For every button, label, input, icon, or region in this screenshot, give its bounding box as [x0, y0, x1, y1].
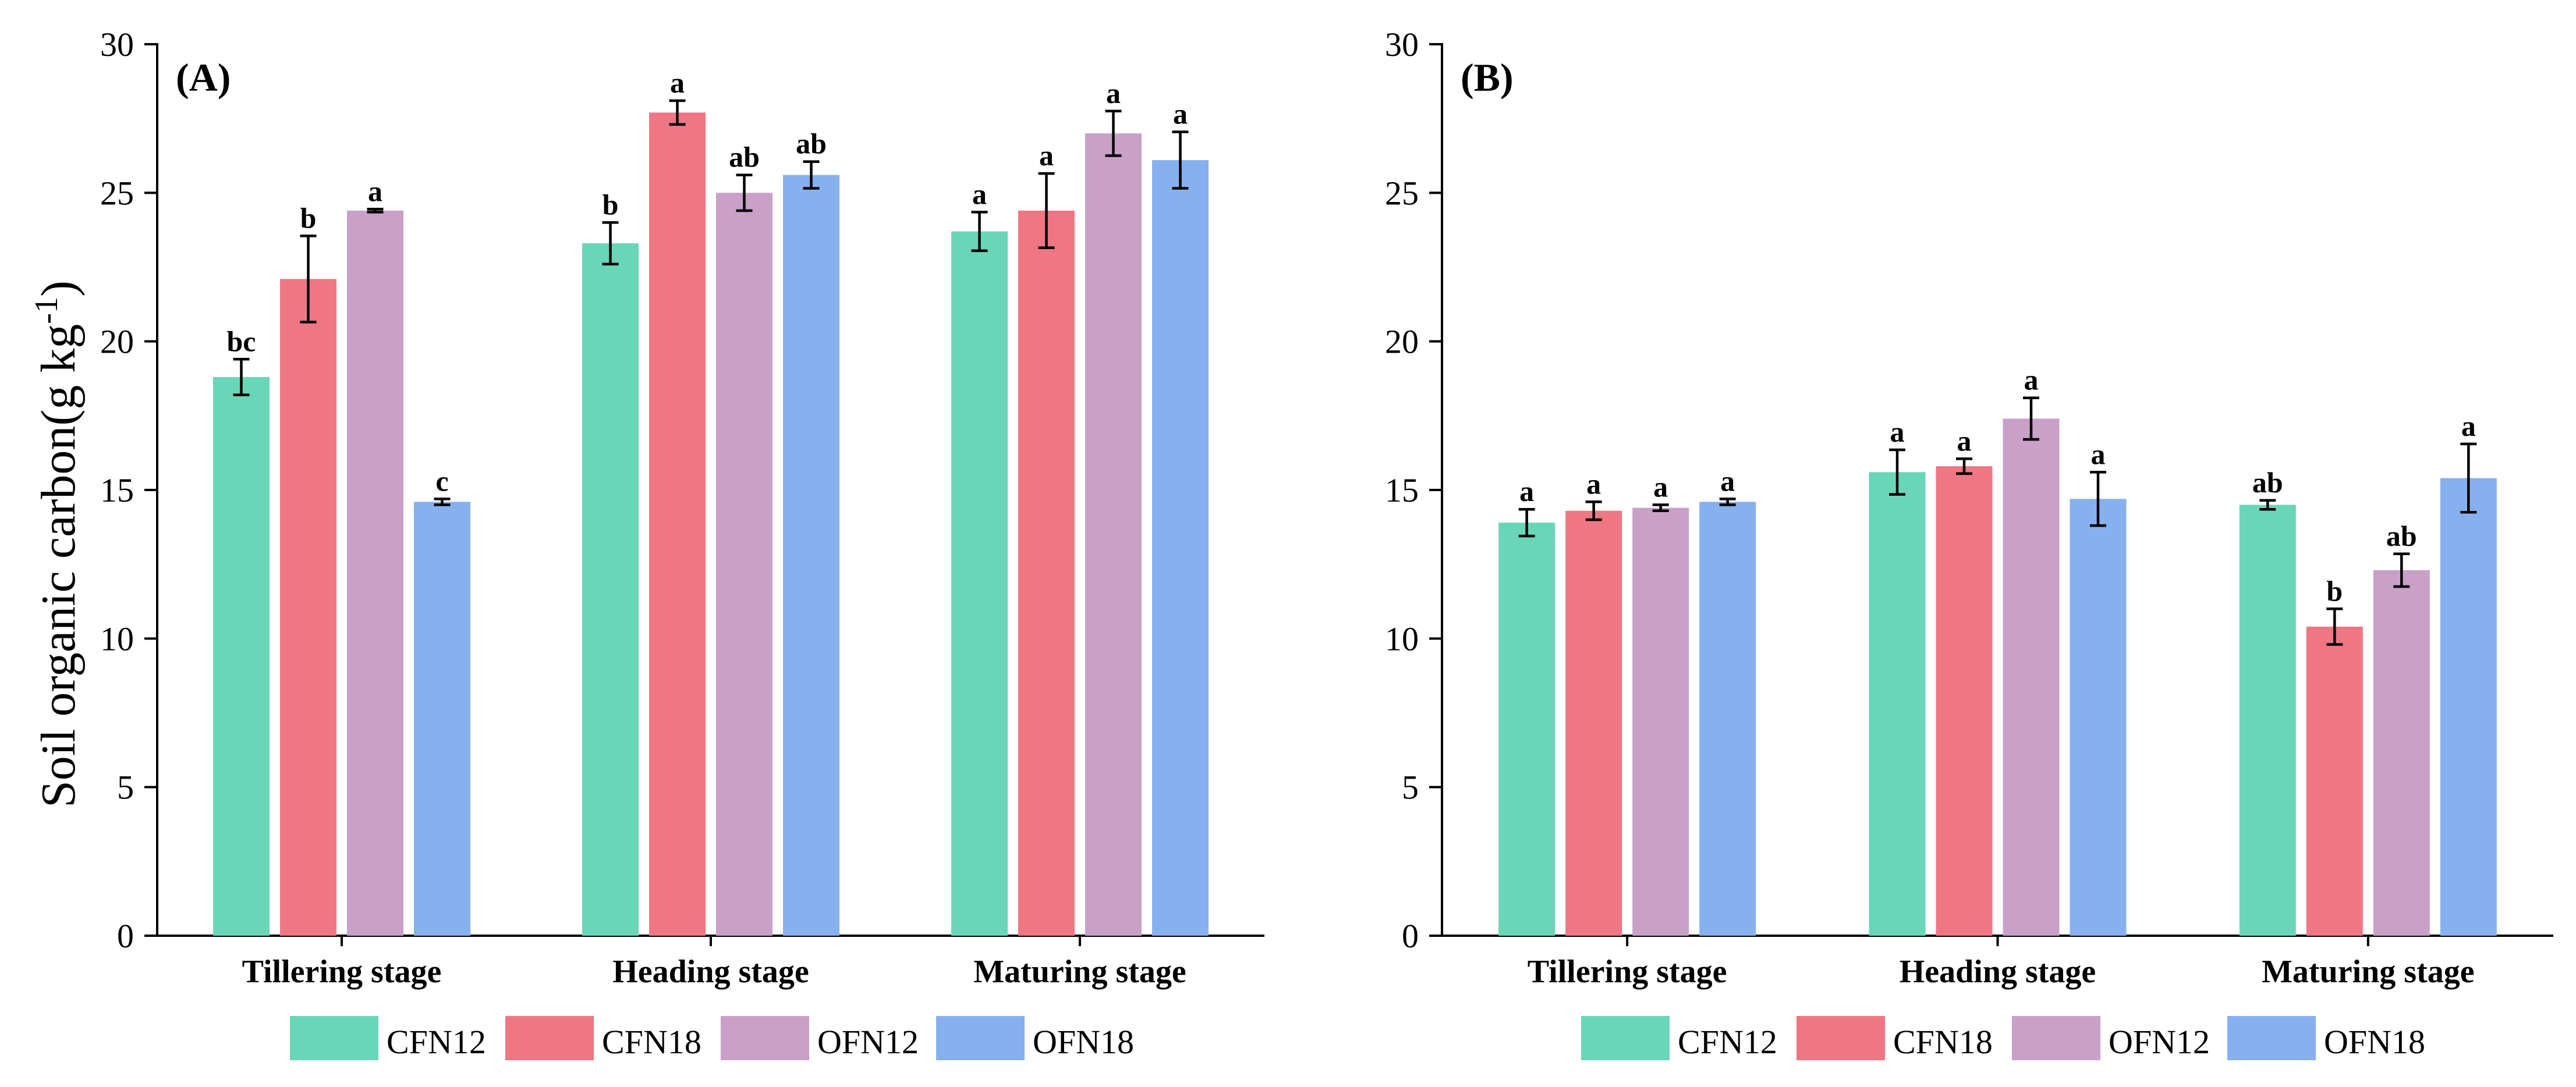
- legend-item-label: OFN12: [817, 1023, 919, 1061]
- y-tick-label: 10: [1385, 620, 1419, 658]
- significance-label: b: [603, 188, 619, 221]
- significance-label: a: [368, 175, 382, 207]
- significance-label: a: [972, 178, 987, 211]
- panel-label: (A): [176, 55, 231, 100]
- y-tick-label: 15: [100, 471, 134, 509]
- y-tick-label: 20: [100, 323, 134, 361]
- bar-cfn12: [582, 243, 639, 936]
- legend-swatch: [2227, 1016, 2316, 1060]
- y-tick-label: 30: [1385, 26, 1419, 63]
- bar-ofn18: [1152, 160, 1209, 936]
- y-tick-label: 0: [117, 917, 134, 955]
- panel-b: 0 5 10 15 20 25 30 (B) Tillering stage a a a a Headin…: [1385, 26, 2553, 1061]
- significance-label: bc: [227, 325, 256, 357]
- y-axis-label-superscript: -1: [29, 297, 65, 324]
- bar-ofn12: [716, 193, 773, 936]
- legend-item-label: CFN18: [602, 1023, 701, 1061]
- bar-cfn18: [1018, 210, 1075, 936]
- bar-cfn18: [649, 112, 706, 936]
- significance-label: a: [1653, 471, 1668, 503]
- y-tick-label: 15: [1385, 471, 1419, 509]
- bar-cfn18: [2306, 626, 2363, 936]
- panel-label: (B): [1461, 55, 1514, 100]
- significance-label: ab: [796, 127, 827, 160]
- significance-label: a: [1519, 475, 1534, 507]
- x-category-label: Tillering stage: [1528, 954, 1727, 990]
- significance-label: a: [1173, 98, 1188, 130]
- significance-label: c: [435, 464, 448, 497]
- legend-item-label: CFN12: [387, 1023, 486, 1061]
- bar-cfn12: [2239, 505, 2296, 936]
- y-tick-label: 25: [1385, 174, 1419, 212]
- y-tick-label: 25: [100, 174, 134, 212]
- bar-ofn18: [783, 175, 839, 936]
- x-category-label: Maturing stage: [2262, 954, 2475, 990]
- significance-label: ab: [2386, 520, 2417, 552]
- bar-ofn18: [1699, 502, 1756, 936]
- y-axis-label: Soil organic carbon(g kg-1): [29, 280, 86, 808]
- legend-item-label: OFN18: [1033, 1023, 1134, 1061]
- legend-item-label: OFN18: [2324, 1023, 2425, 1061]
- legend-item-label: CFN18: [1893, 1023, 1993, 1061]
- significance-label: ab: [729, 141, 760, 173]
- legend-swatch: [1797, 1016, 1885, 1060]
- y-tick-label: 5: [1402, 769, 1419, 807]
- y-axis-label-close: ): [31, 280, 86, 297]
- significance-label: a: [2024, 364, 2039, 396]
- significance-label: a: [2091, 438, 2106, 470]
- legend-item-label: OFN12: [2109, 1023, 2210, 1061]
- y-tick-label: 5: [117, 769, 134, 807]
- bar-cfn18: [280, 279, 336, 936]
- significance-label: a: [2461, 410, 2476, 442]
- significance-label: a: [1890, 415, 1905, 448]
- legend-swatch: [290, 1016, 378, 1060]
- legend-swatch: [1581, 1016, 1670, 1060]
- legend-swatch: [936, 1016, 1025, 1060]
- bar-ofn18: [2070, 499, 2127, 936]
- y-tick-label: 20: [1385, 323, 1419, 361]
- x-category-label: Heading stage: [1900, 954, 2096, 990]
- legend-item-label: CFN12: [1678, 1023, 1777, 1061]
- bar-cfn18: [1936, 466, 1993, 936]
- significance-label: a: [1720, 464, 1735, 497]
- legend-swatch: [2012, 1016, 2100, 1060]
- significance-label: a: [670, 66, 685, 99]
- bar-ofn12: [347, 210, 403, 936]
- significance-label: a: [1039, 139, 1054, 172]
- bar-cfn18: [1565, 510, 1622, 936]
- panel-a: 0 5 10 15 20 25 30 (A) Tillering stage bc b a c Headi…: [100, 26, 1264, 1061]
- bar-cfn12: [213, 376, 270, 936]
- x-category-label: Heading stage: [612, 954, 809, 990]
- significance-label: a: [1957, 424, 1972, 457]
- bar-ofn12: [2003, 418, 2060, 936]
- legend-swatch: [505, 1016, 594, 1060]
- bar-ofn18: [2440, 478, 2497, 936]
- bar-ofn12: [1632, 507, 1689, 936]
- significance-label: b: [300, 201, 317, 234]
- significance-label: a: [1586, 467, 1601, 500]
- legend-swatch: [721, 1016, 809, 1060]
- y-tick-label: 0: [1402, 917, 1419, 955]
- y-tick-label: 30: [100, 26, 134, 63]
- bar-cfn12: [1869, 472, 1926, 936]
- bar-cfn12: [951, 231, 1008, 936]
- bar-ofn18: [414, 502, 470, 936]
- bar-cfn12: [1498, 523, 1555, 936]
- x-category-label: Maturing stage: [973, 954, 1186, 990]
- significance-label: b: [2326, 574, 2343, 607]
- y-tick-label: 10: [100, 620, 134, 658]
- significance-label: a: [1106, 77, 1121, 109]
- bar-ofn12: [2373, 570, 2430, 936]
- bar-ofn12: [1085, 133, 1142, 936]
- significance-label: ab: [2252, 466, 2283, 499]
- x-category-label: Tillering stage: [242, 954, 442, 990]
